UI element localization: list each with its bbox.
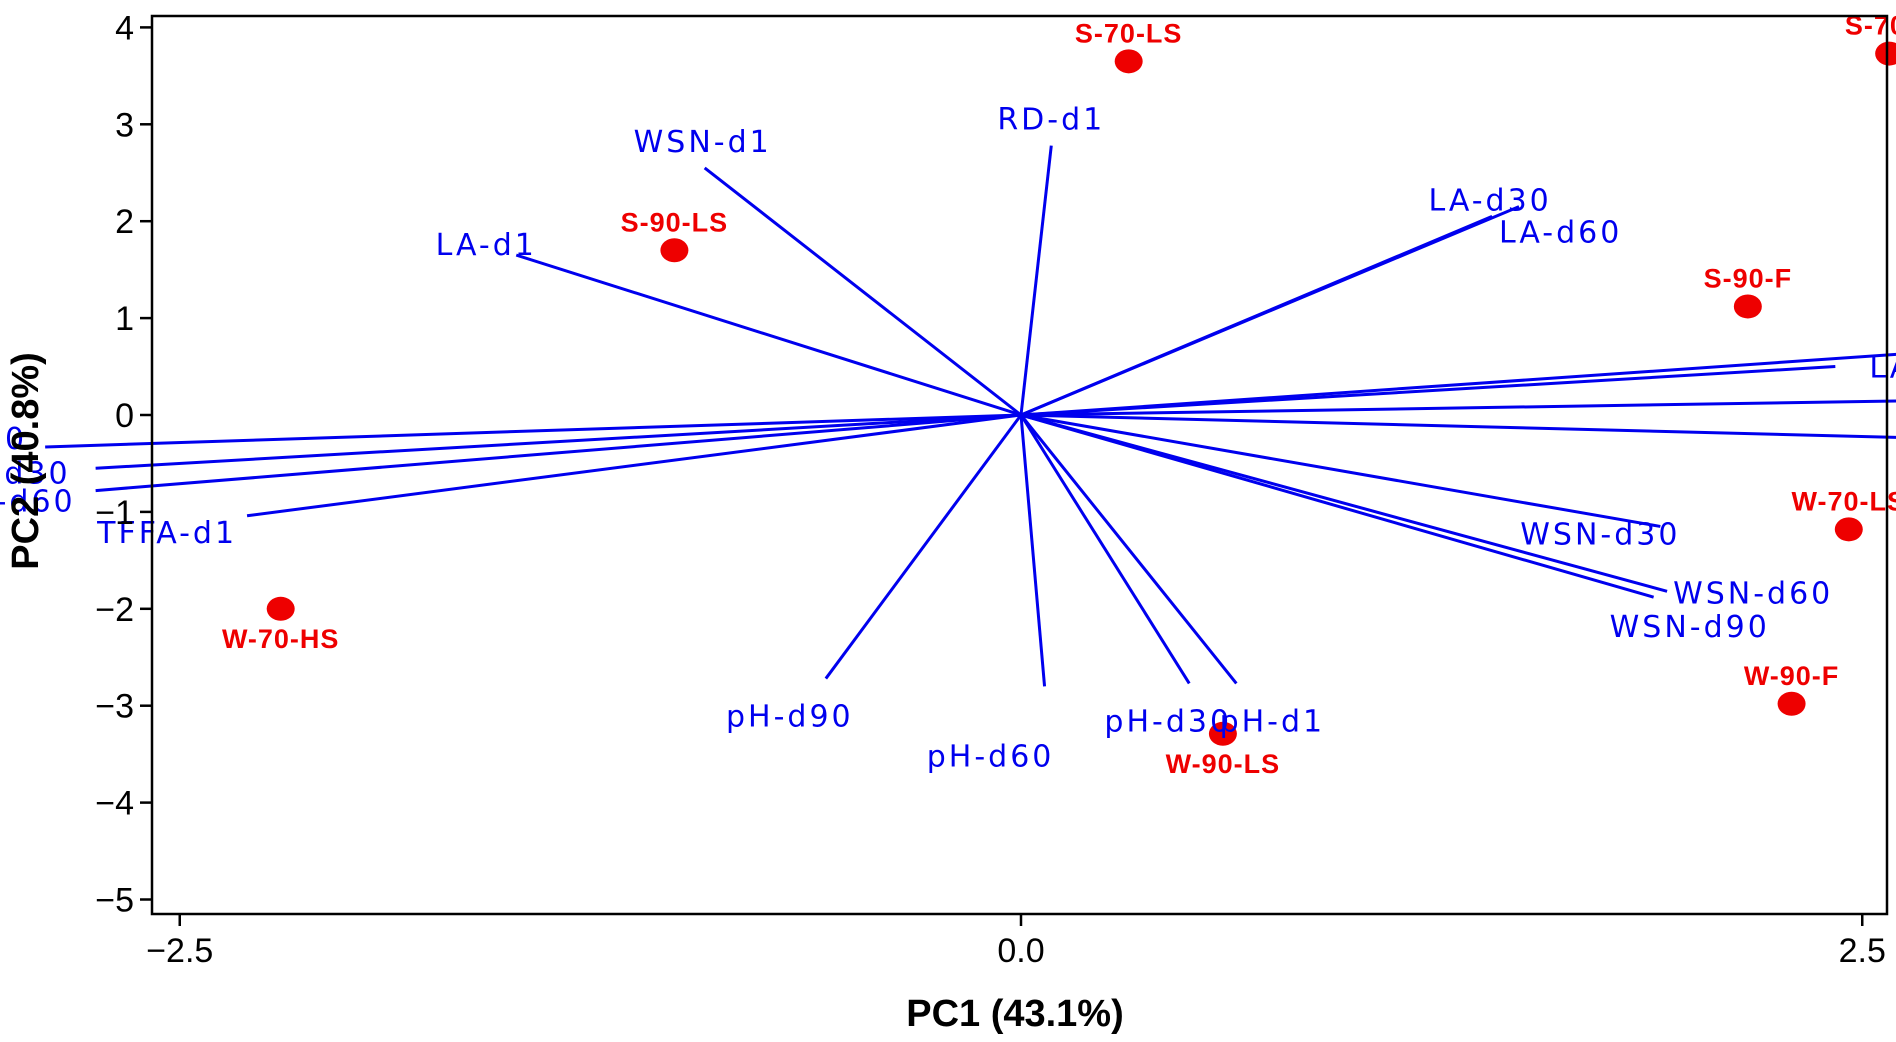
y-tick-label: −3 bbox=[95, 688, 134, 726]
loading-vector-ph-d30 bbox=[1019, 414, 1191, 685]
loading-vector-rd-d60 bbox=[1020, 399, 1896, 417]
loading-vector-rd-d90 bbox=[1020, 413, 1896, 439]
loading-vector-ph-d90 bbox=[824, 414, 1023, 680]
y-tick-label: 0 bbox=[115, 397, 134, 435]
loading-vectors bbox=[45, 145, 1896, 687]
x-tick-label: 2.5 bbox=[1839, 932, 1886, 970]
loading-vector-la-d90 bbox=[1020, 365, 1836, 417]
y-axis-title: PC2 (40.8%) bbox=[5, 352, 47, 570]
y-tick-label: −4 bbox=[95, 785, 134, 823]
loading-vector-wsn-d60 bbox=[1020, 413, 1668, 593]
loading-vector-tffa-d1 bbox=[246, 413, 1022, 518]
y-tick-label: 1 bbox=[115, 300, 134, 338]
score-points bbox=[266, 41, 1896, 746]
score-point-s-70-ls bbox=[1114, 49, 1143, 74]
loading-vector-la-d1 bbox=[515, 253, 1022, 417]
loading-label-wsn-d90: WSN-d90 bbox=[1610, 610, 1770, 645]
loading-label-la-d60: LA-d60 bbox=[1499, 216, 1622, 251]
loading-vector-wsn-d1 bbox=[703, 166, 1022, 417]
x-axis-title: PC1 (43.1%) bbox=[906, 993, 1124, 1035]
score-label-w-90-ls: W-90-LS bbox=[1166, 749, 1280, 779]
loading-label-wsn-d1: WSN-d1 bbox=[634, 125, 772, 160]
y-tick-label: −5 bbox=[95, 882, 134, 920]
loading-label-la-d1: LA-d1 bbox=[436, 228, 537, 263]
loading-vector-wsn-d90 bbox=[1020, 413, 1655, 599]
loading-vector-la-d60 bbox=[1020, 205, 1520, 417]
loading-label-rd-d1: RD-d1 bbox=[997, 103, 1105, 138]
loading-label-la-d90: LA-d90 bbox=[1869, 351, 1896, 386]
score-point-s-70-f bbox=[1875, 41, 1896, 66]
loading-label-tffa-d30: TFFA-d30 bbox=[0, 456, 71, 491]
loading-label-ph-d90: pH-d90 bbox=[726, 700, 854, 735]
score-label-s-70-ls: S-70-LS bbox=[1075, 18, 1183, 48]
loading-labels: RD-d1WSN-d1LA-d30LA-d60LA-d1RD-d30LA-d90… bbox=[0, 103, 1896, 775]
loading-label-ph-d30: pH-d30 bbox=[1104, 704, 1232, 739]
loading-vector-ph-d1 bbox=[1019, 414, 1238, 685]
loading-vector-tffa-d60 bbox=[95, 413, 1022, 493]
y-tick-label: −1 bbox=[95, 494, 134, 532]
score-point-s-90-f bbox=[1733, 294, 1762, 319]
loading-vector-wsn-d30 bbox=[1020, 413, 1661, 528]
score-label-s-90-f: S-90-F bbox=[1704, 263, 1793, 293]
y-tick-label: 2 bbox=[115, 203, 134, 241]
loading-label-wsn-d30: WSN-d30 bbox=[1520, 517, 1680, 552]
loading-vector-tffa-d30 bbox=[95, 413, 1022, 470]
score-point-w-70-hs bbox=[266, 596, 295, 621]
loading-vector-rd-d1 bbox=[1019, 145, 1053, 416]
score-label-w-70-hs: W-70-HS bbox=[222, 624, 339, 654]
loading-label-ph-d60: pH-d60 bbox=[927, 739, 1055, 774]
score-label-w-90-f: W-90-F bbox=[1744, 661, 1839, 691]
y-tick-label: 3 bbox=[115, 106, 134, 144]
loading-label-la-d30: LA-d30 bbox=[1428, 183, 1551, 218]
score-point-w-70-ls bbox=[1834, 517, 1863, 542]
loading-vector-tffa-d90 bbox=[45, 413, 1022, 449]
loading-vector-ph-d60 bbox=[1019, 414, 1047, 687]
y-tick-label: −2 bbox=[95, 591, 134, 629]
loading-label-tffa-d60: TFFA-d60 bbox=[0, 485, 76, 520]
score-point-w-90-ls bbox=[1208, 721, 1237, 746]
y-tick-label: 4 bbox=[115, 9, 134, 47]
score-point-s-90-ls bbox=[660, 238, 689, 263]
plot-border bbox=[150, 14, 1889, 916]
score-label-w-70-ls: W-70-LS bbox=[1792, 486, 1896, 516]
loading-label-tffa-d90: TFFA-d90 bbox=[0, 422, 27, 457]
x-tick-label: 0.0 bbox=[997, 932, 1044, 970]
loading-label-ph-d1: pH-d1 bbox=[1220, 704, 1326, 739]
loading-label-tffa-d1: TFFA-d1 bbox=[96, 516, 237, 551]
score-point-w-90-f bbox=[1777, 691, 1806, 716]
loading-label-wsn-d60: WSN-d60 bbox=[1673, 576, 1833, 611]
x-tick-label: −2.5 bbox=[146, 932, 213, 970]
score-label-s-90-ls: S-90-LS bbox=[621, 207, 729, 237]
